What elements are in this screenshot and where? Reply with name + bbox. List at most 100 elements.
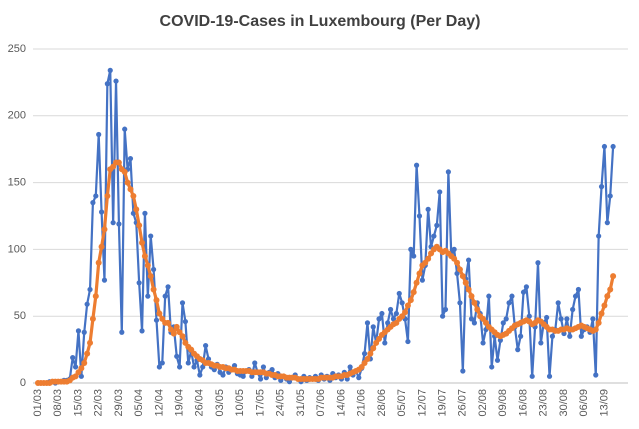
data-point [72, 364, 79, 370]
data-point [607, 193, 613, 199]
data-point [136, 222, 143, 229]
data-point [98, 243, 105, 250]
x-tick-label: 08/03 [52, 389, 64, 417]
x-tick-label: 03/05 [214, 389, 226, 417]
x-tick-label: 15/03 [72, 389, 84, 417]
data-point [459, 273, 466, 280]
data-point [437, 189, 443, 195]
data-point [203, 342, 209, 349]
data-point [604, 220, 610, 226]
data-point [610, 143, 616, 150]
data-point [604, 293, 611, 300]
data-point [471, 299, 478, 306]
data-point [139, 239, 146, 246]
data-point [179, 300, 186, 306]
x-tick-label: 09/08 [497, 389, 509, 417]
data-point [607, 286, 614, 293]
data-point [410, 289, 417, 296]
data-point [489, 364, 495, 370]
data-point [506, 300, 512, 306]
data-point [466, 257, 472, 263]
data-point [598, 184, 605, 190]
data-point [84, 301, 90, 307]
data-point [170, 330, 177, 337]
data-point [376, 316, 382, 322]
y-tick-label: 200 [8, 110, 26, 122]
data-point [81, 359, 88, 366]
data-point [130, 210, 136, 216]
data-point [570, 306, 576, 313]
data-point [486, 293, 492, 299]
data-point [457, 300, 463, 306]
y-tick-label: 100 [8, 243, 26, 255]
data-point [445, 169, 451, 175]
data-point [601, 302, 608, 309]
data-point [396, 290, 402, 297]
data-point [162, 293, 168, 299]
data-point [361, 351, 368, 357]
data-point [387, 306, 394, 313]
data-point [153, 297, 160, 304]
data-point [113, 78, 119, 84]
x-tick-label: 31/05 [295, 389, 307, 417]
x-tick-label: 10/05 [234, 389, 246, 417]
y-tick-label: 150 [8, 177, 26, 189]
data-point [191, 364, 197, 370]
data-point [413, 162, 420, 168]
data-point [119, 329, 125, 335]
data-point [121, 168, 128, 175]
data-point [269, 367, 275, 373]
x-tick-label: 22/03 [93, 389, 105, 417]
data-point [278, 377, 284, 383]
data-point [127, 186, 134, 193]
x-tick-label: 30/08 [558, 389, 570, 417]
data-point [564, 316, 570, 322]
data-point [93, 193, 99, 199]
data-point [416, 213, 423, 219]
data-point [165, 284, 171, 290]
data-point [151, 266, 157, 273]
data-point [526, 313, 532, 319]
data-point [147, 273, 154, 280]
data-point [601, 143, 608, 150]
data-point [408, 246, 414, 252]
data-point [393, 310, 399, 317]
x-tick-label: 29/03 [113, 389, 125, 417]
data-point [454, 270, 460, 277]
x-tick-label: 06/09 [578, 389, 590, 417]
data-point [549, 333, 556, 339]
data-point [104, 192, 111, 199]
data-point [555, 300, 561, 306]
y-tick-label: 250 [8, 43, 26, 55]
data-point [590, 316, 596, 322]
data-point [440, 313, 446, 319]
data-point [474, 306, 481, 313]
data-point [78, 373, 84, 379]
data-point [145, 293, 151, 299]
data-point [98, 209, 105, 215]
data-point [78, 365, 85, 372]
data-point [598, 310, 605, 317]
data-point [413, 279, 420, 286]
data-point [174, 353, 180, 359]
y-tick-label: 0 [20, 377, 26, 389]
x-tick-label: 07/06 [315, 389, 327, 417]
data-point [136, 280, 142, 286]
data-point [480, 340, 486, 346]
data-point [205, 356, 212, 362]
x-tick-label: 02/08 [477, 389, 489, 417]
data-point [442, 306, 449, 313]
data-point [211, 367, 217, 373]
data-point [87, 286, 93, 293]
data-point [165, 319, 172, 326]
data-point [159, 360, 165, 366]
data-point [249, 373, 255, 379]
data-point [503, 316, 509, 322]
data-point [523, 284, 530, 290]
data-point [133, 206, 140, 213]
data-point [544, 314, 550, 321]
data-point [116, 221, 122, 227]
data-point [593, 372, 599, 378]
